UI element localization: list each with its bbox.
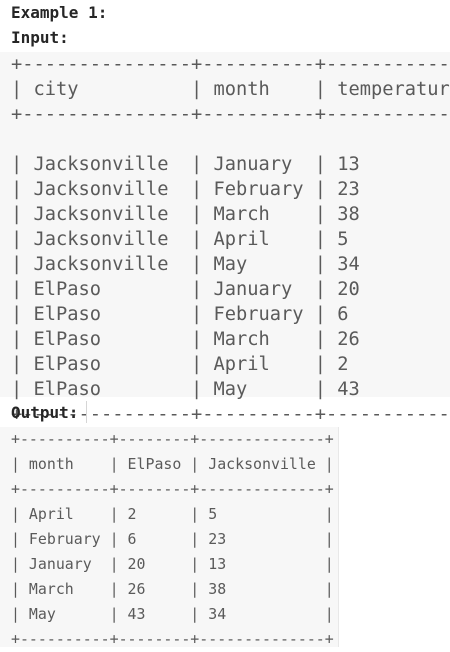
input-table: +---------------+----------+------------… — [11, 52, 450, 427]
output-table-header: | month | ElPaso | Jacksonville | — [11, 455, 334, 473]
input-table-row: | ElPaso | April | 2 | — [11, 354, 450, 375]
input-table-border-mid: +---------------+----------+------------… — [11, 104, 450, 125]
input-table-border-bottom: +---------------+----------+------------… — [11, 404, 450, 425]
output-table-border-top: +----------+--------+--------------+ — [11, 430, 334, 448]
output-table-row: | April | 2 | 5 | — [11, 505, 334, 523]
input-table-row: | ElPaso | February | 6 | — [11, 304, 450, 325]
output-heading: Output: — [11, 403, 79, 422]
output-table: +----------+--------+--------------+ | mo… — [11, 427, 334, 652]
output-table-row: | February | 6 | 23 | — [11, 530, 334, 548]
output-table-row: | May | 43 | 34 | — [11, 605, 334, 623]
example-heading: Example 1: — [11, 3, 108, 22]
input-table-row: | ElPaso | January | 20 | — [11, 279, 450, 300]
output-table-row: | January | 20 | 13 | — [11, 555, 334, 573]
input-table-row: | Jacksonville | January | 13 | — [11, 154, 450, 175]
input-table-header: | city | month | temperature | — [11, 79, 450, 100]
input-table-row: | ElPaso | March | 26 | — [11, 329, 450, 350]
output-table-row: | March | 26 | 38 | — [11, 580, 334, 598]
input-table-row: | Jacksonville | April | 5 | — [11, 229, 450, 250]
input-code-block: +---------------+----------+------------… — [0, 52, 450, 425]
input-heading: Input: — [11, 28, 69, 47]
text-cursor — [86, 401, 87, 423]
input-table-row: | Jacksonville | March | 38 | — [11, 204, 450, 225]
output-table-border-mid: +----------+--------+--------------+ — [11, 480, 334, 498]
input-table-border-top: +---------------+----------+------------… — [11, 54, 450, 75]
output-code-block: +----------+--------+--------------+ | mo… — [0, 427, 339, 648]
input-table-row: | ElPaso | May | 43 | — [11, 379, 450, 400]
output-table-border-bottom: +----------+--------+--------------+ — [11, 630, 334, 648]
input-table-row: | Jacksonville | February | 23 | — [11, 179, 450, 200]
input-table-row: | Jacksonville | May | 34 | — [11, 254, 450, 275]
